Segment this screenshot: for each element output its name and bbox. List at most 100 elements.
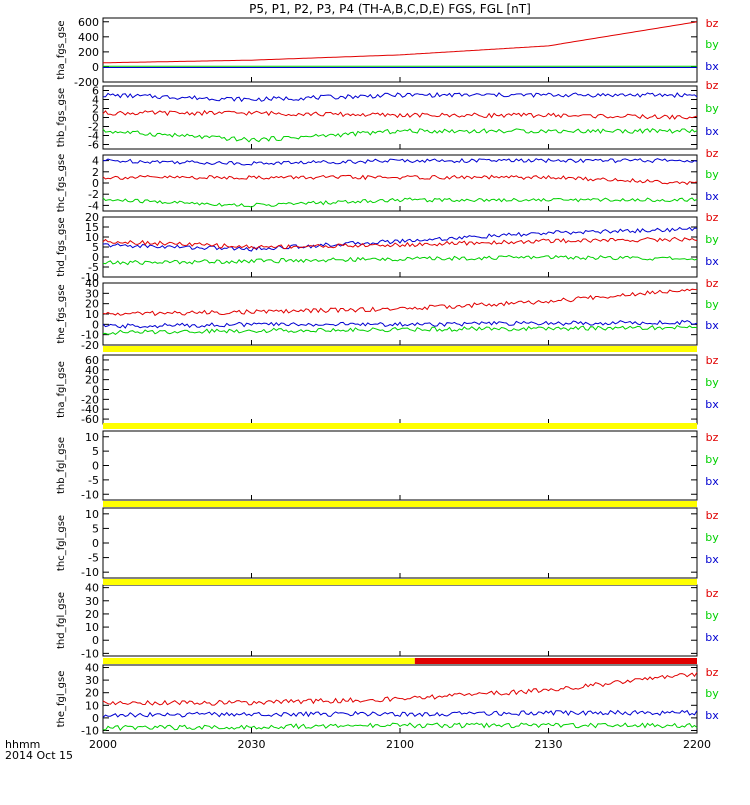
series-bz bbox=[102, 672, 698, 706]
y-tick-label: 20 bbox=[85, 687, 99, 700]
y-tick-label: 30 bbox=[85, 674, 99, 687]
series-by bbox=[102, 197, 698, 208]
legend-bz: bz bbox=[706, 17, 719, 30]
legend-bz: bz bbox=[706, 666, 719, 679]
y-tick-label: 30 bbox=[85, 595, 99, 608]
legend-bx: bx bbox=[705, 125, 719, 138]
y-tick-label: 0 bbox=[92, 318, 99, 331]
y-tick-label: 10 bbox=[85, 621, 99, 634]
series-by bbox=[102, 324, 698, 336]
y-tick-label: -60 bbox=[81, 413, 99, 426]
series-bz bbox=[103, 21, 698, 64]
series-bx bbox=[102, 319, 698, 329]
y-tick-label: 400 bbox=[78, 31, 99, 44]
y-axis-label: the_fgl_gse bbox=[56, 671, 67, 728]
legend-bz: bz bbox=[706, 79, 719, 92]
y-tick-label: -40 bbox=[81, 403, 99, 416]
status-bar-yellow bbox=[103, 501, 697, 507]
y-tick-label: 4 bbox=[92, 94, 99, 107]
series-bz bbox=[102, 174, 698, 186]
legend-by: by bbox=[705, 376, 719, 389]
y-tick-label: 5 bbox=[92, 241, 99, 254]
panel-thc_fgs_gse: 420-2-4 thc_fgs_gse bz by bx bbox=[56, 147, 719, 212]
legend-bx: bx bbox=[705, 190, 719, 203]
y-tick-label: 40 bbox=[85, 364, 99, 377]
legend-bx: bx bbox=[705, 709, 719, 722]
x-axis: 2000 2030 2100 2130 2200 bbox=[89, 738, 711, 751]
y-tick-label: -10 bbox=[81, 271, 99, 284]
panel-thc_fgl_gse: 105 0 -5-10 thc_fgl_gse bz by bx bbox=[56, 501, 719, 579]
panel-frame bbox=[102, 507, 698, 579]
legend-bz: bz bbox=[706, 509, 719, 522]
legend-by: by bbox=[705, 38, 719, 51]
legend-by: by bbox=[705, 298, 719, 311]
x-tick-label: 2030 bbox=[238, 738, 266, 751]
legend-bx: bx bbox=[705, 553, 719, 566]
legend-by: by bbox=[705, 687, 719, 700]
legend-bx: bx bbox=[705, 319, 719, 332]
status-bar-yellow bbox=[103, 579, 697, 585]
legend-by: by bbox=[705, 609, 719, 622]
y-tick-label: 0 bbox=[92, 112, 99, 125]
y-tick-label: -10 bbox=[81, 488, 99, 501]
y-tick-label: 10 bbox=[85, 308, 99, 321]
y-axis-label: the_fgs_gse bbox=[56, 284, 67, 343]
legend-by: by bbox=[705, 233, 719, 246]
status-bar-yellow bbox=[103, 658, 415, 664]
y-tick-label: 10 bbox=[85, 431, 99, 444]
series-bx bbox=[102, 226, 698, 252]
y-tick-label: 20 bbox=[85, 608, 99, 621]
panel-frame bbox=[102, 354, 698, 425]
series-bx bbox=[103, 157, 698, 166]
y-tick-label: 6 bbox=[92, 85, 99, 98]
y-axis-label: thd_fgs_gse bbox=[56, 217, 67, 276]
y-tick-label: -5 bbox=[88, 474, 99, 487]
time-unit-label: hhmm bbox=[5, 738, 40, 751]
panel-frame bbox=[102, 584, 698, 657]
series-by bbox=[102, 128, 698, 143]
y-axis-label: thc_fgs_gse bbox=[56, 154, 67, 213]
y-tick-label: 10 bbox=[85, 699, 99, 712]
y-tick-label: 0 bbox=[92, 177, 99, 190]
series-bx bbox=[102, 92, 698, 103]
y-tick-label: 0 bbox=[92, 537, 99, 550]
y-tick-label: 40 bbox=[85, 582, 99, 595]
y-tick-label: 60 bbox=[85, 354, 99, 367]
y-tick-label: 5 bbox=[92, 522, 99, 535]
y-tick-label: 40 bbox=[85, 277, 99, 290]
y-tick-label: 20 bbox=[85, 211, 99, 224]
y-axis-label: thb_fgl_gse bbox=[56, 437, 67, 494]
y-tick-label: -5 bbox=[88, 552, 99, 565]
y-tick-label: -4 bbox=[88, 130, 99, 143]
y-tick-label: 40 bbox=[85, 662, 99, 675]
y-tick-label: -20 bbox=[81, 339, 99, 352]
y-tick-label: -20 bbox=[81, 393, 99, 406]
legend-bz: bz bbox=[706, 211, 719, 224]
series-by bbox=[102, 722, 698, 731]
y-tick-label: -10 bbox=[81, 566, 99, 579]
status-bar-yellow bbox=[103, 346, 697, 352]
y-axis-label: thb_fgs_gse bbox=[56, 88, 67, 147]
panel-frame bbox=[102, 282, 698, 346]
x-tick-label: 2130 bbox=[535, 738, 563, 751]
legend-bz: bz bbox=[706, 354, 719, 367]
y-axis-label: thd_fgl_gse bbox=[56, 592, 67, 649]
y-tick-label: -6 bbox=[88, 139, 99, 152]
legend-by: by bbox=[705, 168, 719, 181]
chart-title: P5, P1, P2, P3, P4 (TH-A,B,C,D,E) FGS, F… bbox=[249, 2, 531, 16]
y-tick-label: -2 bbox=[88, 121, 99, 134]
status-bar-yellow bbox=[103, 423, 697, 429]
y-tick-label: 5 bbox=[92, 445, 99, 458]
y-tick-label: -5 bbox=[88, 261, 99, 274]
panel-thb_fgl_gse: 105 0-5-10 thb_fgl_gse bz by bx bbox=[56, 423, 719, 501]
y-axis-label: tha_fgs_gse bbox=[56, 20, 67, 79]
